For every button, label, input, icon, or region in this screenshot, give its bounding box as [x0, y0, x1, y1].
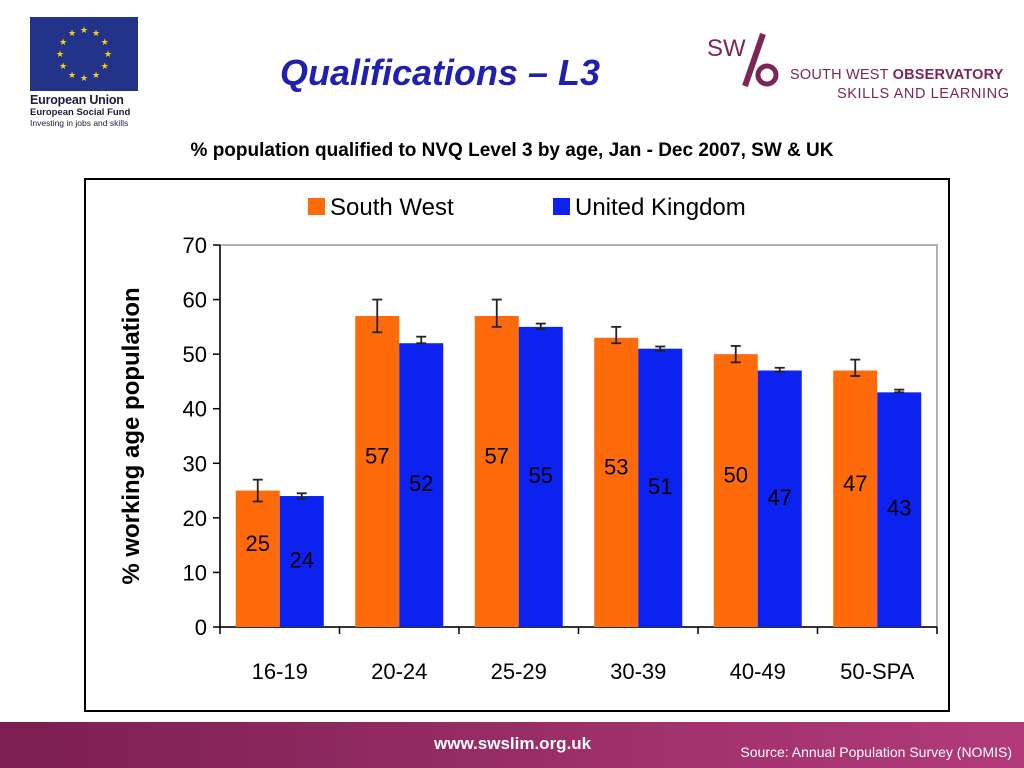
legend-label: United Kingdom — [575, 194, 746, 221]
plot-area — [219, 244, 938, 628]
x-tick-label: 16-19 — [252, 659, 308, 684]
data-label: 51 — [648, 474, 672, 499]
sw-logo-mark-icon: SW — [707, 33, 779, 87]
page-title: Qualifications – L3 — [279, 52, 601, 93]
eu-star-icon: ★ — [59, 38, 67, 48]
y-axis-title: % working age population — [118, 287, 145, 584]
bar-chart: 0 10 20 30 40 50 60 70 % working age population 1… — [118, 194, 938, 684]
legend-label: South West — [330, 194, 454, 221]
bar — [713, 354, 758, 627]
eu-flag-icon: ★ ★★★★★★★★★★★ — [30, 17, 138, 91]
x-tick-label: 50-SPA — [840, 659, 915, 684]
bar — [235, 490, 280, 627]
bar — [638, 348, 683, 627]
eu-star-icon: ★ — [56, 50, 64, 60]
eu-name: European Union — [30, 93, 124, 107]
eu-star-icon: ★ — [59, 62, 67, 72]
eu-tagline: Investing in jobs and skills — [30, 118, 129, 128]
bar — [594, 337, 639, 627]
eu-star-icon: ★ — [101, 62, 109, 72]
bar — [399, 343, 444, 627]
sw-org-plain: SOUTH WEST — [790, 67, 893, 83]
bar — [833, 370, 878, 627]
eu-star-icon: ★ — [68, 29, 76, 39]
footer-source: Source: Annual Population Survey (NOMIS) — [740, 744, 1012, 760]
y-tick-label: 70 — [183, 233, 207, 258]
bar — [518, 326, 563, 627]
eu-star-icon: ★ — [101, 38, 109, 48]
eu-star-icon: ★ — [80, 74, 88, 84]
x-tick-label: 20-24 — [371, 659, 427, 684]
y-tick-label: 10 — [183, 560, 207, 585]
sw-subtitle: SKILLS AND LEARNING — [837, 86, 1010, 102]
y-tick-label: 50 — [183, 342, 207, 367]
data-label: 47 — [843, 471, 867, 496]
bar — [355, 315, 400, 627]
eu-star-icon: ★ — [104, 50, 112, 60]
bar — [757, 370, 802, 627]
bar — [279, 496, 324, 627]
eu-fund-name: European Social Fund — [30, 107, 131, 118]
sw-org-name: SOUTH WEST OBSERVATORY — [790, 67, 1004, 83]
eu-logo: ★ ★ ★ ★ ★ ★ ★ ★ ★ ★ ★ ★ European Union European Soc… — [30, 17, 145, 128]
legend-swatch — [308, 198, 325, 215]
y-tick-label: 30 — [183, 451, 207, 476]
bar — [877, 392, 922, 627]
footer-bar: www.swslim.org.uk Source: Annual Populat… — [0, 722, 1024, 768]
y-tick-label: 0 — [195, 615, 207, 640]
sw-observatory-logo: SW SOUTH WEST OBSERVATORY SKILLS AND LEA… — [705, 30, 1009, 110]
footer-url[interactable]: www.swslim.org.uk — [434, 734, 592, 753]
y-tick-label: 40 — [183, 397, 207, 422]
data-label: 52 — [409, 471, 433, 496]
data-label: 24 — [290, 548, 314, 573]
data-label: 57 — [485, 443, 509, 468]
y-tick-label: 20 — [183, 506, 207, 531]
chart-subtitle: % population qualified to NVQ Level 3 by… — [190, 140, 834, 161]
x-tick-label: 30-39 — [610, 659, 666, 684]
legend-swatch — [553, 198, 570, 215]
eu-star-icon: ★ — [68, 71, 76, 81]
data-label: 43 — [887, 496, 911, 521]
data-label: 57 — [365, 443, 389, 468]
bar — [474, 315, 519, 627]
eu-star-icon: ★ — [92, 71, 100, 81]
x-tick-label: 25-29 — [491, 659, 547, 684]
y-tick-label: 60 — [183, 288, 207, 313]
eu-star-icon: ★ — [80, 26, 88, 36]
eu-star-icon: ★ — [92, 29, 100, 39]
svg-text:SW: SW — [707, 35, 746, 62]
data-label: 25 — [246, 531, 270, 556]
data-label: 55 — [529, 463, 553, 488]
data-label: 53 — [604, 454, 628, 479]
data-label: 47 — [768, 485, 792, 510]
sw-org-bold: OBSERVATORY — [892, 67, 1004, 83]
data-label: 50 — [724, 463, 748, 488]
x-tick-label: 40-49 — [730, 659, 786, 684]
